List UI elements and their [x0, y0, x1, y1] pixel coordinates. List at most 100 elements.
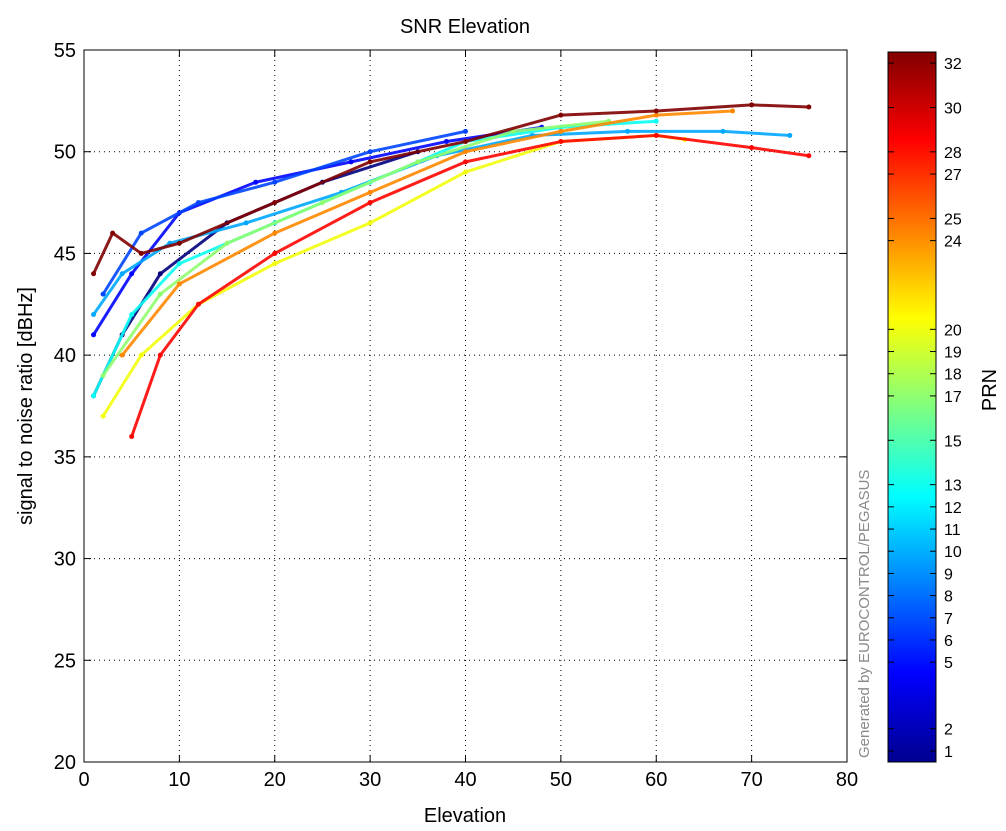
data-point	[100, 372, 106, 378]
data-point	[749, 102, 755, 108]
data-point	[653, 108, 659, 114]
x-tick-label: 80	[836, 769, 858, 791]
x-tick-label: 10	[168, 769, 190, 791]
colorbar-tick-label: 1	[944, 744, 953, 761]
data-point	[243, 220, 249, 226]
colorbar-tick-label: 9	[944, 566, 953, 583]
colorbar-tick-label: 30	[944, 100, 962, 117]
data-point	[272, 261, 278, 267]
data-point	[129, 311, 135, 317]
data-point	[119, 352, 125, 358]
data-point	[367, 220, 373, 226]
data-point	[272, 250, 278, 256]
data-point	[176, 261, 182, 267]
y-tick-label: 35	[54, 447, 76, 469]
data-point	[463, 139, 468, 145]
colorbar-tick-label: 10	[944, 544, 962, 561]
grid-lines	[84, 50, 847, 762]
data-point	[463, 159, 468, 165]
data-point	[253, 179, 259, 185]
data-point	[367, 189, 373, 195]
colorbar-tick-label: 18	[944, 367, 962, 384]
data-point	[625, 128, 631, 134]
y-tick-label: 30	[54, 549, 76, 571]
colorbar-tick-label: 20	[944, 322, 962, 339]
x-tick-label: 0	[78, 769, 89, 791]
colorbar-tick-label: 17	[944, 389, 962, 406]
colorbar-tick-label: 25	[944, 211, 962, 228]
x-tick-label: 40	[454, 769, 476, 791]
y-tick-label: 25	[54, 650, 76, 672]
data-point	[91, 393, 97, 399]
data-point	[224, 240, 230, 246]
data-point	[367, 149, 373, 155]
data-point	[720, 128, 726, 134]
x-tick-label: 30	[359, 769, 381, 791]
colorbar-tick-label: 11	[944, 522, 961, 539]
data-point	[463, 169, 468, 175]
data-point	[157, 271, 163, 277]
colorbar-label: PRN	[979, 369, 1001, 411]
data-point	[787, 132, 793, 138]
colorbar-tick-label: 13	[944, 478, 962, 495]
colorbar	[887, 51, 937, 763]
x-axis-label: Elevation	[424, 805, 506, 827]
chart-title: SNR Elevation	[400, 16, 530, 38]
x-tick-label: 70	[741, 769, 763, 791]
data-point	[415, 159, 421, 165]
data-point	[558, 112, 564, 118]
data-point	[463, 128, 468, 134]
x-tick-label: 50	[550, 769, 572, 791]
colorbar-tick-label: 15	[944, 433, 962, 450]
x-tick-label: 60	[645, 769, 667, 791]
colorbar-tick-label: 6	[944, 633, 953, 650]
y-tick-label: 20	[54, 752, 76, 774]
data-point	[157, 291, 163, 297]
y-tick-label: 45	[54, 243, 76, 265]
data-point	[138, 352, 144, 358]
colorbar-tick-label: 19	[944, 345, 962, 362]
colorbar-tick-label: 28	[944, 145, 962, 162]
data-point	[272, 230, 278, 236]
data-point	[100, 413, 106, 419]
data-point	[195, 200, 201, 206]
data-point	[443, 139, 449, 145]
data-point	[749, 145, 755, 151]
series-prn-28	[130, 133, 810, 438]
data-point	[138, 250, 144, 256]
colorbar-tick-label: 2	[944, 722, 953, 739]
data-point	[119, 271, 125, 277]
data-point	[110, 230, 116, 236]
data-point	[653, 112, 659, 118]
data-point	[195, 301, 201, 307]
series-prn-24	[120, 109, 733, 357]
colorbar-tick-label: 5	[944, 655, 953, 672]
data-point	[272, 200, 278, 206]
data-point	[129, 271, 135, 277]
data-point	[319, 200, 325, 206]
colorbar-tick-label: 27	[944, 167, 962, 184]
data-point	[157, 352, 163, 358]
data-point	[91, 311, 97, 317]
colorbar-tick-label: 8	[944, 589, 953, 606]
data-point	[806, 153, 812, 159]
data-point	[129, 434, 135, 440]
data-point	[367, 159, 373, 165]
data-point	[348, 159, 354, 165]
colorbar-tick-label: 7	[944, 611, 953, 628]
x-tick-label: 20	[264, 769, 286, 791]
data-point	[91, 271, 97, 277]
series-prn-7	[101, 129, 466, 295]
watermark: Generated by EUROCONTROL/PEGASUS	[856, 470, 873, 758]
data-point	[100, 291, 106, 297]
colorbar-tick-label: 24	[944, 234, 962, 251]
y-axis-ticks: 20 25 30 35 40 45 50 55	[54, 40, 847, 774]
y-axis-label: signal to noise ratio [dBHz]	[15, 287, 37, 525]
data-marks	[91, 102, 812, 440]
data-point	[730, 108, 736, 114]
data-point	[558, 128, 564, 134]
data-point	[176, 240, 182, 246]
y-tick-label: 40	[54, 345, 76, 367]
